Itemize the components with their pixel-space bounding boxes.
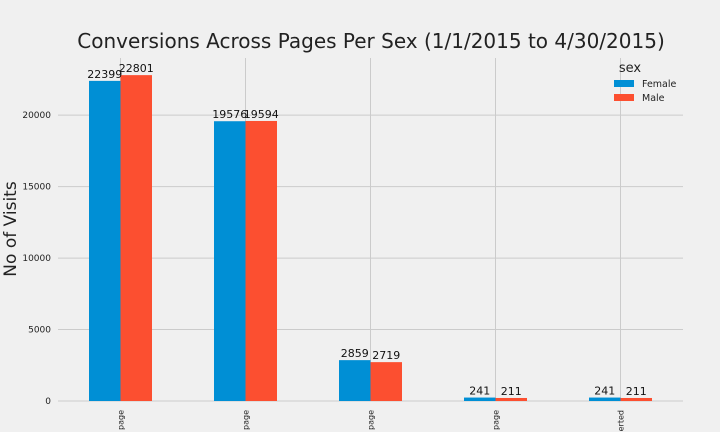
bar-male (495, 397, 527, 401)
x-tick-label: page (367, 410, 376, 430)
y-tick-label: 20000 (22, 111, 51, 121)
bar-female (464, 397, 496, 401)
y-tick-label: 0 (45, 397, 51, 407)
legend-label-male: Male (642, 93, 665, 104)
bar-female (589, 397, 621, 401)
y-axis-ticks: 0 5000 10000 15000 20000 (22, 111, 51, 407)
bar-female (339, 360, 371, 401)
data-label: 2719 (372, 349, 400, 362)
x-tick-label: page (492, 410, 501, 430)
bars (89, 75, 652, 402)
y-tick-label: 15000 (22, 183, 51, 193)
legend-swatch-female (614, 80, 634, 87)
data-label: 2859 (341, 347, 369, 360)
x-tick-label: erted (617, 410, 626, 431)
bar-female (89, 80, 121, 402)
data-label: 241 (469, 385, 490, 398)
y-tick-label: 10000 (22, 254, 51, 264)
x-axis-ticks: page page page page erted (117, 410, 626, 431)
data-label: 211 (626, 385, 647, 398)
data-label: 19594 (244, 108, 279, 121)
data-label: 241 (594, 385, 615, 398)
y-axis-label: No of Visits (1, 181, 21, 277)
data-label: 22399 (87, 68, 122, 81)
data-label: 211 (501, 385, 522, 398)
legend: sex Female Male (614, 61, 677, 104)
bar-male (620, 397, 652, 401)
data-label: 19576 (212, 108, 247, 121)
bar-male (245, 120, 277, 401)
y-tick-label: 5000 (28, 326, 51, 336)
legend-title: sex (619, 61, 642, 76)
bar-male (120, 75, 152, 401)
legend-label-female: Female (642, 79, 677, 90)
x-tick-label: page (117, 410, 126, 430)
bar-female (214, 121, 246, 402)
chart-title: Conversions Across Pages Per Sex (1/1/20… (77, 29, 665, 53)
x-tick-label: page (242, 410, 251, 430)
bar-male (370, 362, 402, 401)
data-label: 22801 (119, 62, 154, 75)
legend-swatch-male (614, 94, 634, 101)
